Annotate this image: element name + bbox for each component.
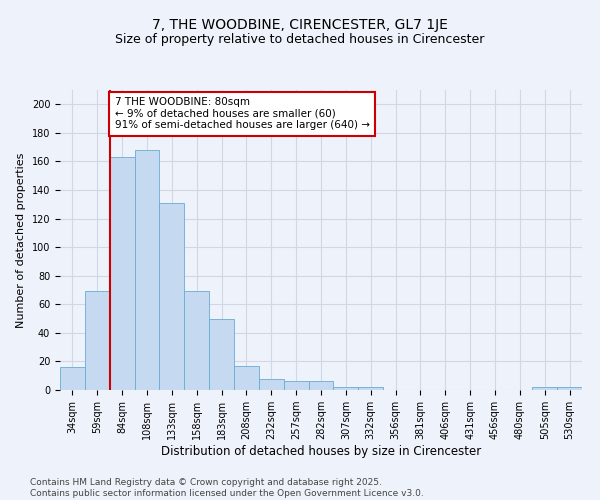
Text: 7, THE WOODBINE, CIRENCESTER, GL7 1JE: 7, THE WOODBINE, CIRENCESTER, GL7 1JE [152,18,448,32]
Bar [85,292,110,390]
X-axis label: Distribution of detached houses by size in Cirencester: Distribution of detached houses by size … [161,445,481,458]
Bar [160,203,184,390]
Bar [209,318,234,390]
Bar [532,387,557,390]
Bar [134,150,160,390]
Bar [284,382,308,390]
Bar [259,378,284,390]
Text: Contains HM Land Registry data © Crown copyright and database right 2025.
Contai: Contains HM Land Registry data © Crown c… [30,478,424,498]
Bar [110,157,134,390]
Bar [308,382,334,390]
Text: 7 THE WOODBINE: 80sqm
← 9% of detached houses are smaller (60)
91% of semi-detac: 7 THE WOODBINE: 80sqm ← 9% of detached h… [115,97,370,130]
Text: Size of property relative to detached houses in Cirencester: Size of property relative to detached ho… [115,32,485,46]
Bar [60,367,85,390]
Bar [184,292,209,390]
Bar [234,366,259,390]
Bar [557,387,582,390]
Bar [334,387,358,390]
Y-axis label: Number of detached properties: Number of detached properties [16,152,26,328]
Bar [358,387,383,390]
